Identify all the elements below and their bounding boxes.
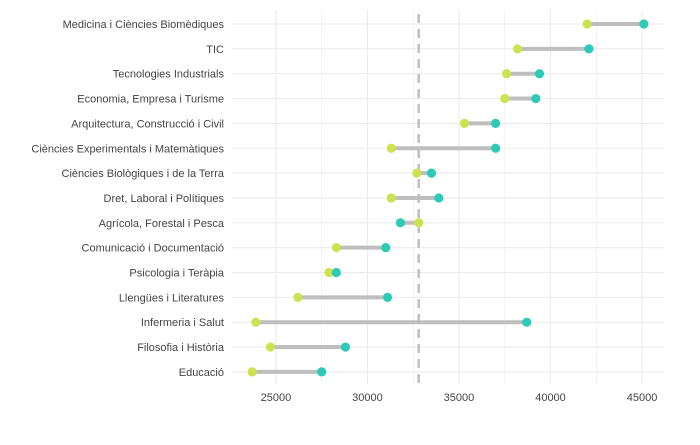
end-point xyxy=(522,317,532,327)
start-point xyxy=(386,143,396,153)
category-label: Medicina i Ciències Biomèdiques xyxy=(63,19,225,31)
x-tick-label: 30000 xyxy=(352,392,383,404)
category-label: Economia, Empresa i Turisme xyxy=(77,94,224,106)
end-point xyxy=(382,292,393,302)
start-point xyxy=(501,69,512,79)
category-label: Filosofia i Història xyxy=(137,342,225,354)
x-tick-labels: 25000 30000 35000 40000 45000 xyxy=(261,392,658,404)
end-point xyxy=(331,267,341,278)
category-label: Agrícola, Forestal i Pesca xyxy=(99,218,225,230)
category-label: Ciències Biològiques i de la Terra xyxy=(62,168,225,180)
category-label: Llengües i Literatures xyxy=(119,292,225,304)
x-tick-label: 25000 xyxy=(261,392,292,404)
end-point xyxy=(534,69,545,79)
end-point xyxy=(381,243,391,253)
category-label: Psicologia i Teràpia xyxy=(129,268,224,280)
end-point xyxy=(434,193,444,203)
start-point xyxy=(265,342,276,352)
start-point xyxy=(331,243,341,253)
start-point xyxy=(412,168,422,178)
start-point xyxy=(414,218,424,228)
category-label: Educació xyxy=(179,367,224,379)
x-tick-label: 40000 xyxy=(535,392,566,404)
end-point xyxy=(317,367,327,377)
end-point xyxy=(584,44,594,54)
end-point xyxy=(340,342,351,352)
x-tick-label: 45000 xyxy=(627,392,658,404)
start-point xyxy=(324,267,334,278)
start-point xyxy=(500,93,510,104)
x-tick-label: 35000 xyxy=(444,392,475,404)
end-point xyxy=(426,168,437,178)
segment-layer xyxy=(252,22,644,374)
end-point xyxy=(531,93,541,104)
start-point xyxy=(247,367,257,377)
category-label: Comunicació i Documentació xyxy=(82,243,224,255)
category-labels: Medicina i Ciències Biomèdiques TIC Tecnol… xyxy=(31,19,224,379)
category-label: Ciències Experimentals i Matemàtiques xyxy=(31,143,224,155)
end-point xyxy=(395,218,406,228)
category-label: Arquitectura, Construcció i Civil xyxy=(71,118,224,130)
category-label: Infermeria i Salut xyxy=(141,317,224,329)
end-point xyxy=(639,19,649,29)
start-point xyxy=(582,19,592,29)
start-point xyxy=(251,317,261,327)
point-layer xyxy=(247,19,649,377)
category-label: Dret, Laboral i Polítiques xyxy=(104,193,225,205)
end-point xyxy=(490,143,501,153)
end-point xyxy=(490,118,501,128)
start-point xyxy=(459,118,470,128)
start-point xyxy=(293,292,303,302)
grid-layer xyxy=(232,10,664,384)
category-label: Tecnologies Industrials xyxy=(113,69,225,81)
start-point xyxy=(386,193,396,203)
category-label: TIC xyxy=(206,44,224,56)
start-point xyxy=(512,44,523,54)
